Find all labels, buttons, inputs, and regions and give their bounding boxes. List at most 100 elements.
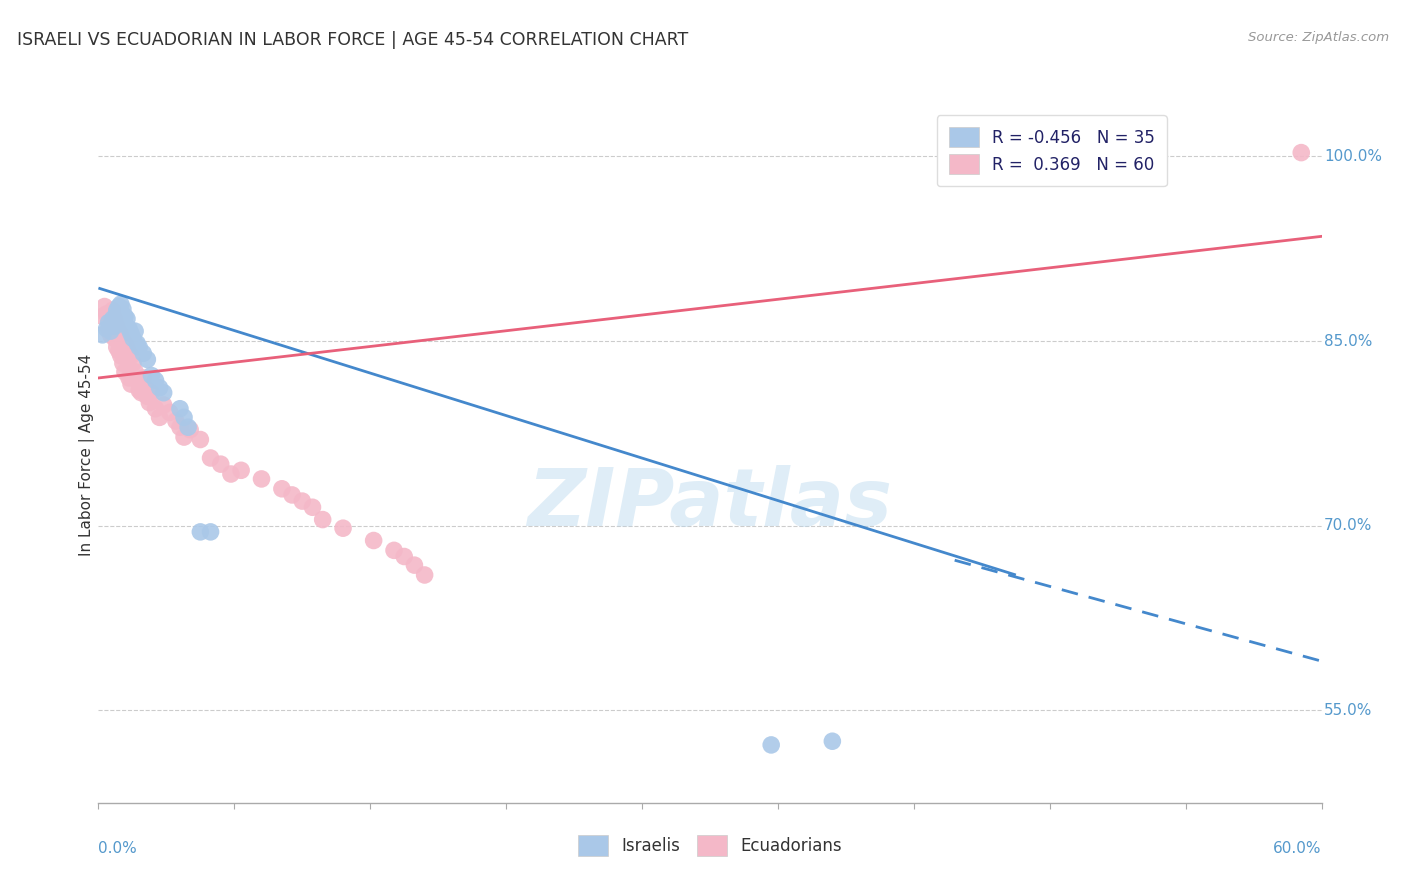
Point [382, 543, 405, 558]
Point [138, 395, 160, 409]
Point [141, 368, 163, 383]
Point [97, 321, 120, 335]
Point [188, 433, 212, 447]
Point [105, 319, 128, 334]
Point [118, 346, 141, 360]
Point [179, 423, 201, 437]
Point [110, 297, 132, 311]
Text: Source: ZipAtlas.com: Source: ZipAtlas.com [1249, 31, 1389, 45]
Point [96, 307, 118, 321]
Point [91, 327, 114, 342]
Point [101, 324, 124, 338]
Point [173, 430, 195, 444]
Point [129, 385, 152, 400]
Text: 85.0%: 85.0% [1324, 334, 1372, 349]
Point [100, 324, 122, 338]
Point [93, 300, 115, 314]
Point [115, 340, 138, 354]
Point [115, 311, 138, 326]
Point [118, 371, 141, 385]
Point [149, 410, 172, 425]
Y-axis label: In Labor Force | Age 45-54: In Labor Force | Age 45-54 [79, 354, 96, 556]
Text: 100.0%: 100.0% [1324, 149, 1382, 164]
Point [209, 457, 232, 471]
Point [110, 327, 132, 342]
Text: 55.0%: 55.0% [1324, 703, 1372, 718]
Point [1291, 145, 1313, 160]
Text: 0.0%: 0.0% [98, 841, 138, 856]
Point [136, 352, 159, 367]
Point [165, 414, 187, 428]
Point [281, 488, 304, 502]
Point [145, 373, 167, 387]
Point [128, 340, 150, 354]
Point [301, 500, 323, 515]
Point [108, 307, 131, 321]
Point [111, 301, 134, 316]
Point [124, 365, 146, 379]
Point [120, 326, 142, 341]
Point [96, 321, 118, 335]
Point [821, 734, 844, 748]
Point [188, 524, 212, 539]
Point [134, 381, 156, 395]
Point [127, 336, 149, 351]
Point [250, 472, 273, 486]
Point [108, 343, 131, 358]
Point [122, 356, 145, 370]
Legend: Israelis, Ecuadorians: Israelis, Ecuadorians [569, 827, 851, 864]
Point [110, 349, 132, 363]
Point [111, 356, 134, 370]
Point [169, 420, 191, 434]
Point [120, 349, 142, 363]
Point [270, 482, 294, 496]
Point [312, 512, 335, 526]
Point [97, 316, 120, 330]
Point [332, 521, 354, 535]
Point [128, 384, 150, 398]
Point [110, 304, 132, 318]
Point [101, 303, 124, 318]
Point [114, 310, 136, 324]
Point [91, 310, 114, 324]
Point [127, 373, 149, 387]
Point [761, 738, 783, 752]
Point [104, 311, 127, 326]
Point [404, 558, 426, 573]
Point [200, 450, 222, 465]
Point [159, 405, 181, 419]
Point [101, 311, 124, 326]
Point [105, 340, 128, 354]
Text: 70.0%: 70.0% [1324, 518, 1372, 533]
Point [132, 346, 155, 360]
Point [124, 324, 146, 338]
Point [108, 324, 131, 338]
Point [219, 467, 242, 481]
Text: ISRAELI VS ECUADORIAN IN LABOR FORCE | AGE 45-54 CORRELATION CHART: ISRAELI VS ECUADORIAN IN LABOR FORCE | A… [17, 31, 688, 49]
Point [104, 319, 127, 334]
Point [122, 332, 145, 346]
Point [111, 334, 134, 348]
Point [291, 494, 314, 508]
Point [363, 533, 385, 548]
Point [392, 549, 416, 564]
Text: 60.0%: 60.0% [1274, 841, 1322, 856]
Point [177, 420, 200, 434]
Point [105, 310, 128, 324]
Point [231, 463, 253, 477]
Point [136, 389, 159, 403]
Point [149, 381, 172, 395]
Point [152, 398, 174, 412]
Point [118, 321, 141, 335]
Point [173, 410, 195, 425]
Point [105, 303, 128, 318]
Text: ZIPatlas: ZIPatlas [527, 465, 893, 542]
Point [108, 300, 131, 314]
Point [114, 336, 136, 351]
Point [141, 385, 163, 400]
Point [120, 377, 142, 392]
Point [104, 332, 127, 346]
Point [169, 401, 191, 416]
Point [132, 371, 155, 385]
Point [100, 327, 122, 342]
